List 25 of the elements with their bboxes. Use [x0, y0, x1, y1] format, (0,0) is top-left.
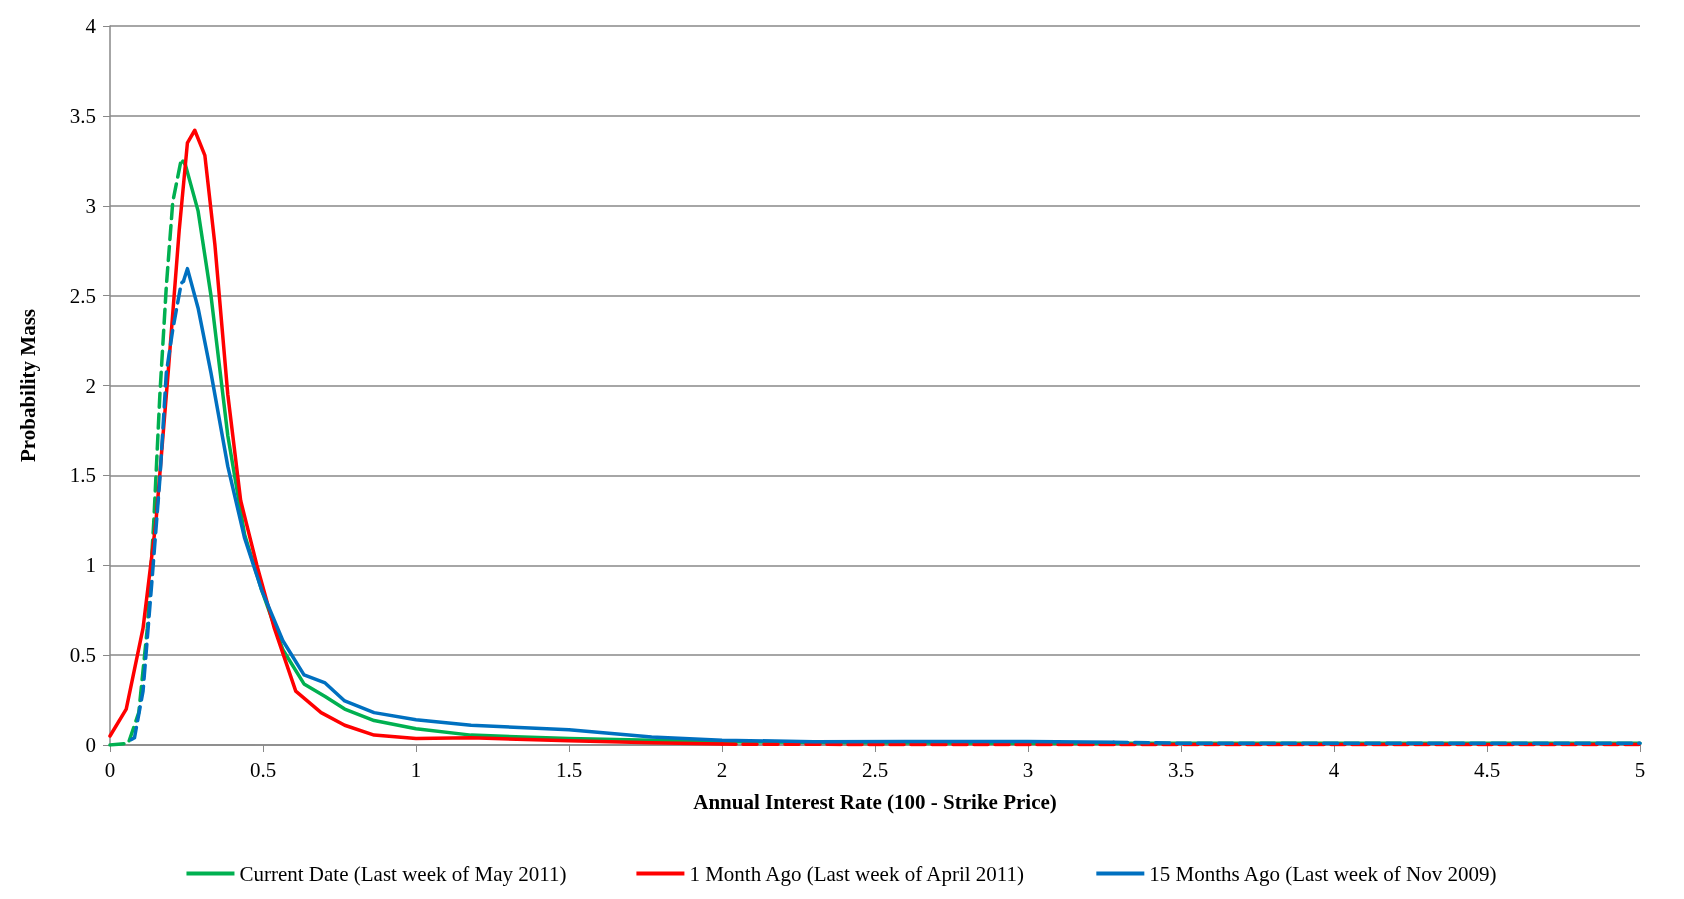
x-tick-label: 1 — [410, 757, 422, 782]
legend-label: 15 Months Ago (Last week of Nov 2009) — [1149, 861, 1497, 886]
x-tick-label: 3.5 — [1167, 757, 1195, 782]
x-tick-label: 3 — [1022, 757, 1034, 782]
y-tick-label: 4 — [85, 14, 97, 38]
y-tick-label: 1.5 — [69, 463, 96, 488]
x-tick-label: 5 — [1634, 757, 1646, 782]
y-tick-label: 3 — [85, 193, 96, 218]
x-tick-label: 4 — [1328, 757, 1340, 782]
x-tick-label: 2 — [716, 757, 728, 782]
y-tick-label: 0 — [85, 733, 96, 757]
y-tick-label: 2.5 — [69, 283, 96, 308]
x-tick-label: 0 — [104, 757, 116, 782]
y-tick-label: 0.5 — [69, 643, 96, 668]
x-tick-label: 1.5 — [555, 757, 583, 782]
y-tick-label: 2 — [85, 373, 96, 398]
x-tick-label: 0.5 — [249, 757, 277, 782]
x-tick-label: 2.5 — [861, 757, 889, 782]
x-axis-title: Annual Interest Rate (100 - Strike Price) — [693, 789, 1057, 814]
legend-label: 1 Month Ago (Last week of April 2011) — [689, 861, 1025, 886]
y-tick-label: 1 — [85, 553, 96, 578]
y-tick-label: 3.5 — [69, 103, 96, 128]
y-axis-title: Probability Mass — [15, 308, 40, 463]
legend-label: Current Date (Last week of May 2011) — [239, 861, 567, 886]
x-tick-label: 4.5 — [1473, 757, 1501, 782]
